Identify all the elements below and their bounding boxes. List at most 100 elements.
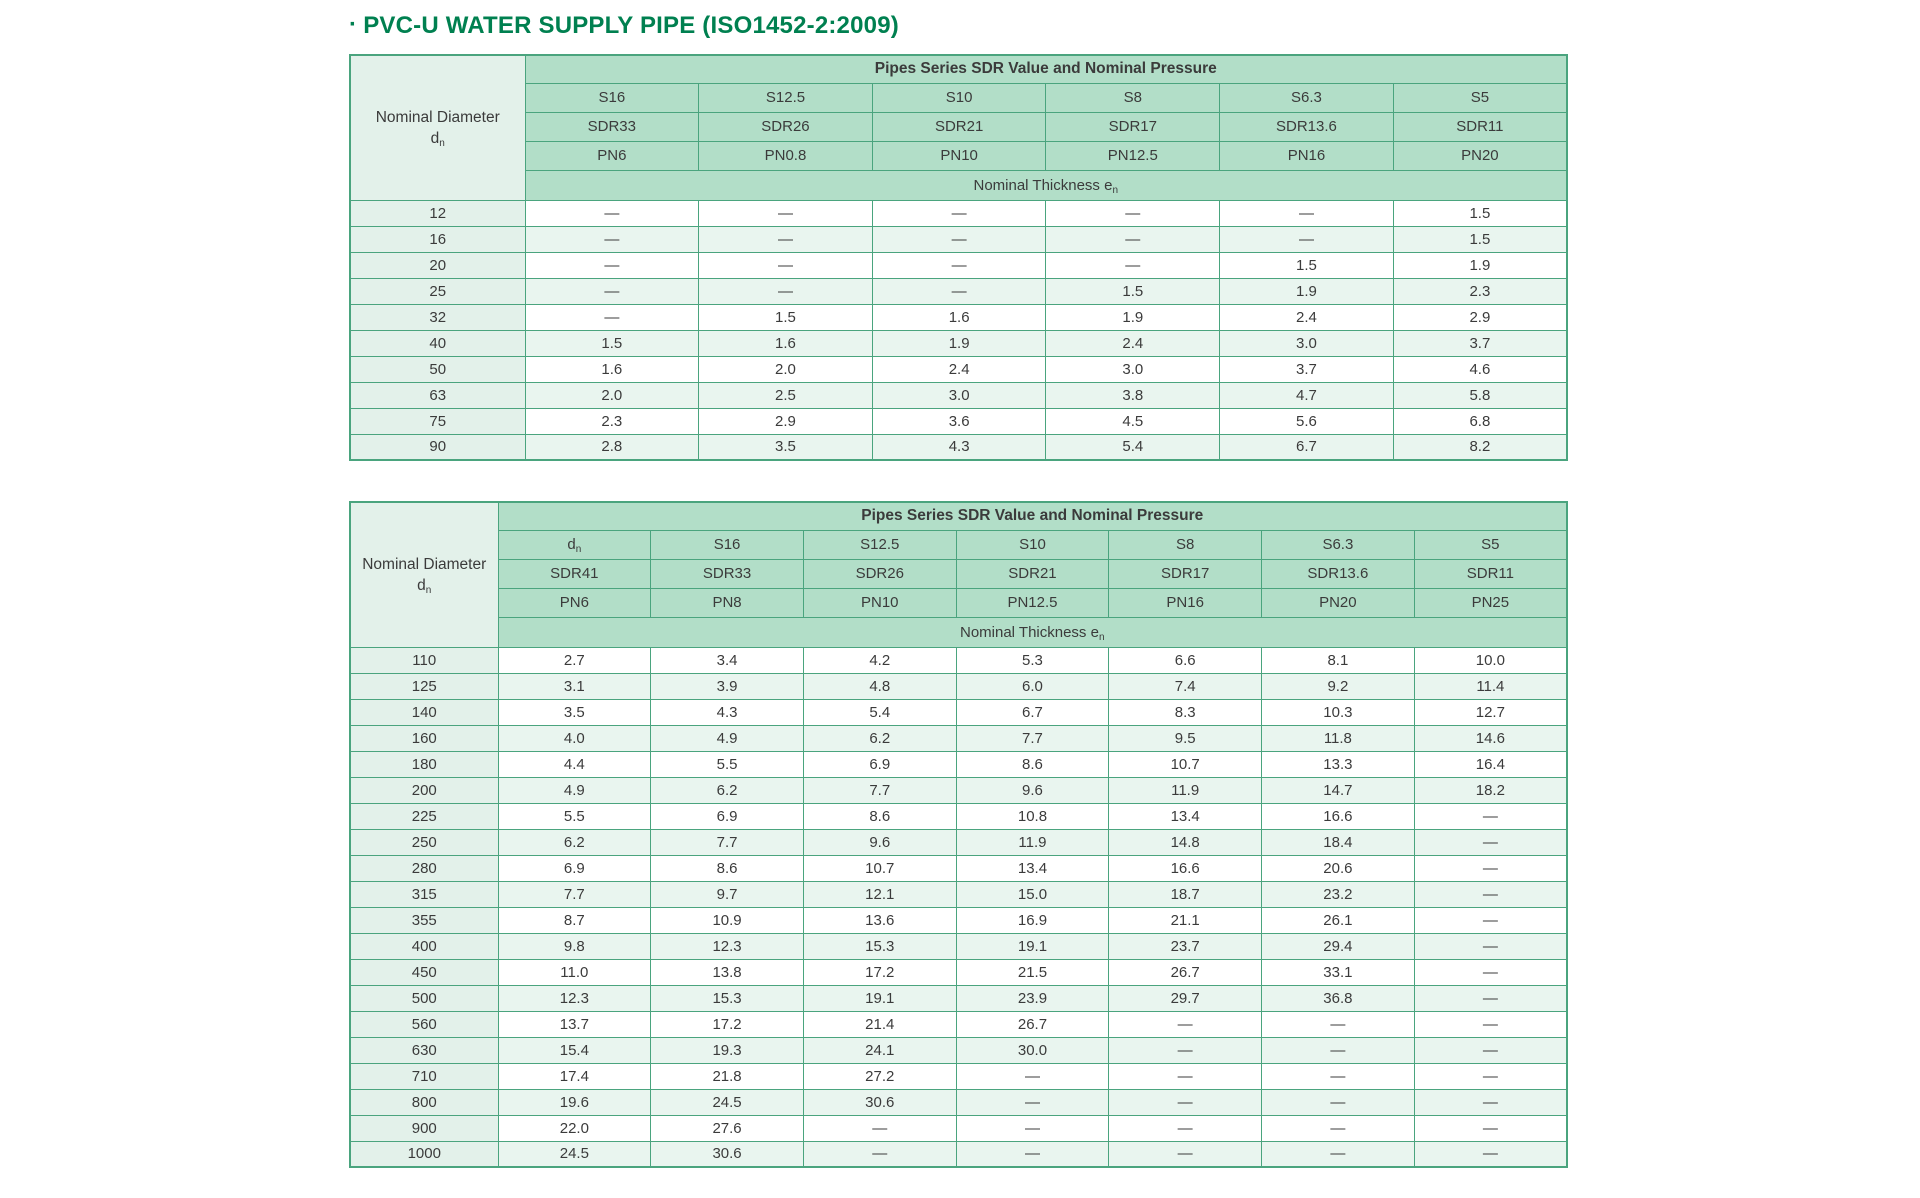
thickness-value-cell: 11.8 <box>1261 724 1415 752</box>
thickness-value-cell: 26.1 <box>1261 906 1415 934</box>
thickness-value-cell: 19.1 <box>802 984 957 1012</box>
thickness-value-cell: 3.1 <box>497 672 652 700</box>
thickness-value-cell: — <box>524 199 700 227</box>
series-header-cell: S16 <box>524 82 700 113</box>
thickness-value-cell: 5.5 <box>650 750 804 778</box>
row-label-diameter: 75 <box>349 407 526 435</box>
thickness-value-cell: 18.7 <box>1108 880 1263 908</box>
thickness-value-cell: 3.6 <box>871 407 1047 435</box>
thickness-value-cell: 17.2 <box>802 958 957 986</box>
thickness-value-cell: 9.8 <box>497 932 652 960</box>
thickness-value-cell: 8.7 <box>497 906 652 934</box>
thickness-value-cell: — <box>955 1088 1110 1116</box>
sdr-header-cell: SDR17 <box>1108 558 1263 589</box>
thickness-value-cell: — <box>1108 1114 1263 1142</box>
thickness-value-cell: 15.3 <box>650 984 804 1012</box>
thickness-value-cell: 9.5 <box>1108 724 1263 752</box>
row-label-diameter: 16 <box>349 225 526 253</box>
row-label-diameter: 800 <box>349 1088 499 1116</box>
banner-pipes-series-header: Pipes Series SDR Value and Nominal Press… <box>524 54 1568 84</box>
thickness-value-cell: 4.0 <box>497 724 652 752</box>
corner-label-line1: Nominal Diameter <box>375 108 500 126</box>
thickness-value-cell: 2.0 <box>698 355 873 383</box>
thickness-value-cell: — <box>524 251 700 279</box>
series-header-cell: S8 <box>1045 82 1221 113</box>
thickness-value-cell: 2.7 <box>497 646 652 674</box>
table-row: 50 1.6 2.0 2.4 3.0 3.7 4.6 <box>349 355 1568 383</box>
thickness-value-cell: 21.5 <box>955 958 1110 986</box>
corner-label-symbol: dn <box>417 576 432 596</box>
thickness-value-cell: 1.5 <box>1392 225 1568 253</box>
thickness-value-cell: 6.9 <box>802 750 957 778</box>
sdr-header-cell: SDR21 <box>955 558 1110 589</box>
row-label-diameter: 710 <box>349 1062 499 1090</box>
thickness-value-cell: 6.8 <box>1392 407 1568 435</box>
thickness-value-cell: — <box>1413 880 1568 908</box>
table-header: Nominal Diameter dn Pipes Series SDR Value… <box>349 501 1568 648</box>
thickness-value-cell: 13.6 <box>802 906 957 934</box>
thickness-value-cell: 8.2 <box>1392 433 1568 461</box>
sdr-header-cell: SDR11 <box>1413 558 1568 589</box>
thickness-value-cell: 5.8 <box>1392 381 1568 409</box>
table-row: 710 17.4 21.8 27.2— — — — <box>349 1062 1568 1090</box>
thickness-value-cell: 1.6 <box>698 329 873 357</box>
thickness-value-cell: — <box>802 1114 957 1142</box>
series-header-cell: S10 <box>955 529 1110 560</box>
sdr-header-cell: SDR11 <box>1392 111 1568 142</box>
pn-header-cell: PN8 <box>650 587 804 618</box>
series-header-cell: S10 <box>871 82 1047 113</box>
thickness-value-cell: 4.4 <box>497 750 652 778</box>
thickness-value-cell: 1.5 <box>1045 277 1221 305</box>
thickness-value-cell: — <box>1045 251 1221 279</box>
thickness-value-cell: — <box>698 277 873 305</box>
thickness-value-cell: 11.4 <box>1413 672 1568 700</box>
thickness-value-cell: 6.2 <box>497 828 652 856</box>
table-row: 900 22.0 27.6— — — — — <box>349 1114 1568 1142</box>
table-row: 315 7.7 9.7 12.1 15.0 18.7 23.2— <box>349 880 1568 908</box>
thickness-value-cell: 3.4 <box>650 646 804 674</box>
thickness-value-cell: — <box>1413 802 1568 830</box>
thickness-value-cell: 15.0 <box>955 880 1110 908</box>
row-label-diameter: 225 <box>349 802 499 830</box>
thickness-value-cell: — <box>1108 1088 1263 1116</box>
sdr-header-cell: SDR13.6 <box>1261 558 1415 589</box>
nominal-thickness-header: Nominal Thickness en <box>497 616 1568 648</box>
thickness-value-cell: 26.7 <box>955 1010 1110 1038</box>
thickness-value-cell: 7.4 <box>1108 672 1263 700</box>
thickness-value-cell: — <box>1413 932 1568 960</box>
thickness-value-cell: 2.5 <box>698 381 873 409</box>
thickness-value-cell: 21.4 <box>802 1010 957 1038</box>
thickness-value-cell: 5.5 <box>497 802 652 830</box>
table-row: 160 4.0 4.9 6.2 7.7 9.5 11.8 14.6 <box>349 724 1568 752</box>
row-label-diameter: 250 <box>349 828 499 856</box>
row-label-diameter: 20 <box>349 251 526 279</box>
table-row: 225 5.5 6.9 8.6 10.8 13.4 16.6— <box>349 802 1568 830</box>
series-header-cell: S12.5 <box>802 529 957 560</box>
thickness-value-cell: 3.7 <box>1219 355 1394 383</box>
row-label-diameter: 110 <box>349 646 499 674</box>
thickness-value-cell: — <box>524 225 700 253</box>
thickness-value-cell: 2.8 <box>524 433 700 461</box>
thickness-value-cell: 16.4 <box>1413 750 1568 778</box>
table-row: 200 4.9 6.2 7.7 9.6 11.9 14.7 18.2 <box>349 776 1568 804</box>
row-label-diameter: 200 <box>349 776 499 804</box>
thickness-value-cell: 5.4 <box>802 698 957 726</box>
pipe-spec-table-small-diameters: Nominal Diameter dn Pipes Series SDR Value… <box>349 54 1568 461</box>
row-label-diameter: 180 <box>349 750 499 778</box>
thickness-value-cell: 4.7 <box>1219 381 1394 409</box>
thickness-value-cell: 13.4 <box>955 854 1110 882</box>
thickness-value-cell: — <box>1413 1010 1568 1038</box>
thickness-value-cell: 13.7 <box>497 1010 652 1038</box>
title-bullet-icon: · <box>349 11 358 38</box>
thickness-value-cell: 6.9 <box>497 854 652 882</box>
thickness-value-cell: 1.5 <box>1392 199 1568 227</box>
thickness-value-cell: 10.7 <box>1108 750 1263 778</box>
table-row: 400 9.8 12.3 15.3 19.1 23.7 29.4— <box>349 932 1568 960</box>
table-row: 25— — —1.5 1.9 2.3 <box>349 277 1568 305</box>
table-row: 180 4.4 5.5 6.9 8.6 10.7 13.3 16.4 <box>349 750 1568 778</box>
thickness-value-cell: 3.5 <box>497 698 652 726</box>
row-label-diameter: 500 <box>349 984 499 1012</box>
thickness-value-cell: 11.9 <box>1108 776 1263 804</box>
sdr-header-cell: SDR41 <box>497 558 652 589</box>
thickness-value-cell: 3.5 <box>698 433 873 461</box>
